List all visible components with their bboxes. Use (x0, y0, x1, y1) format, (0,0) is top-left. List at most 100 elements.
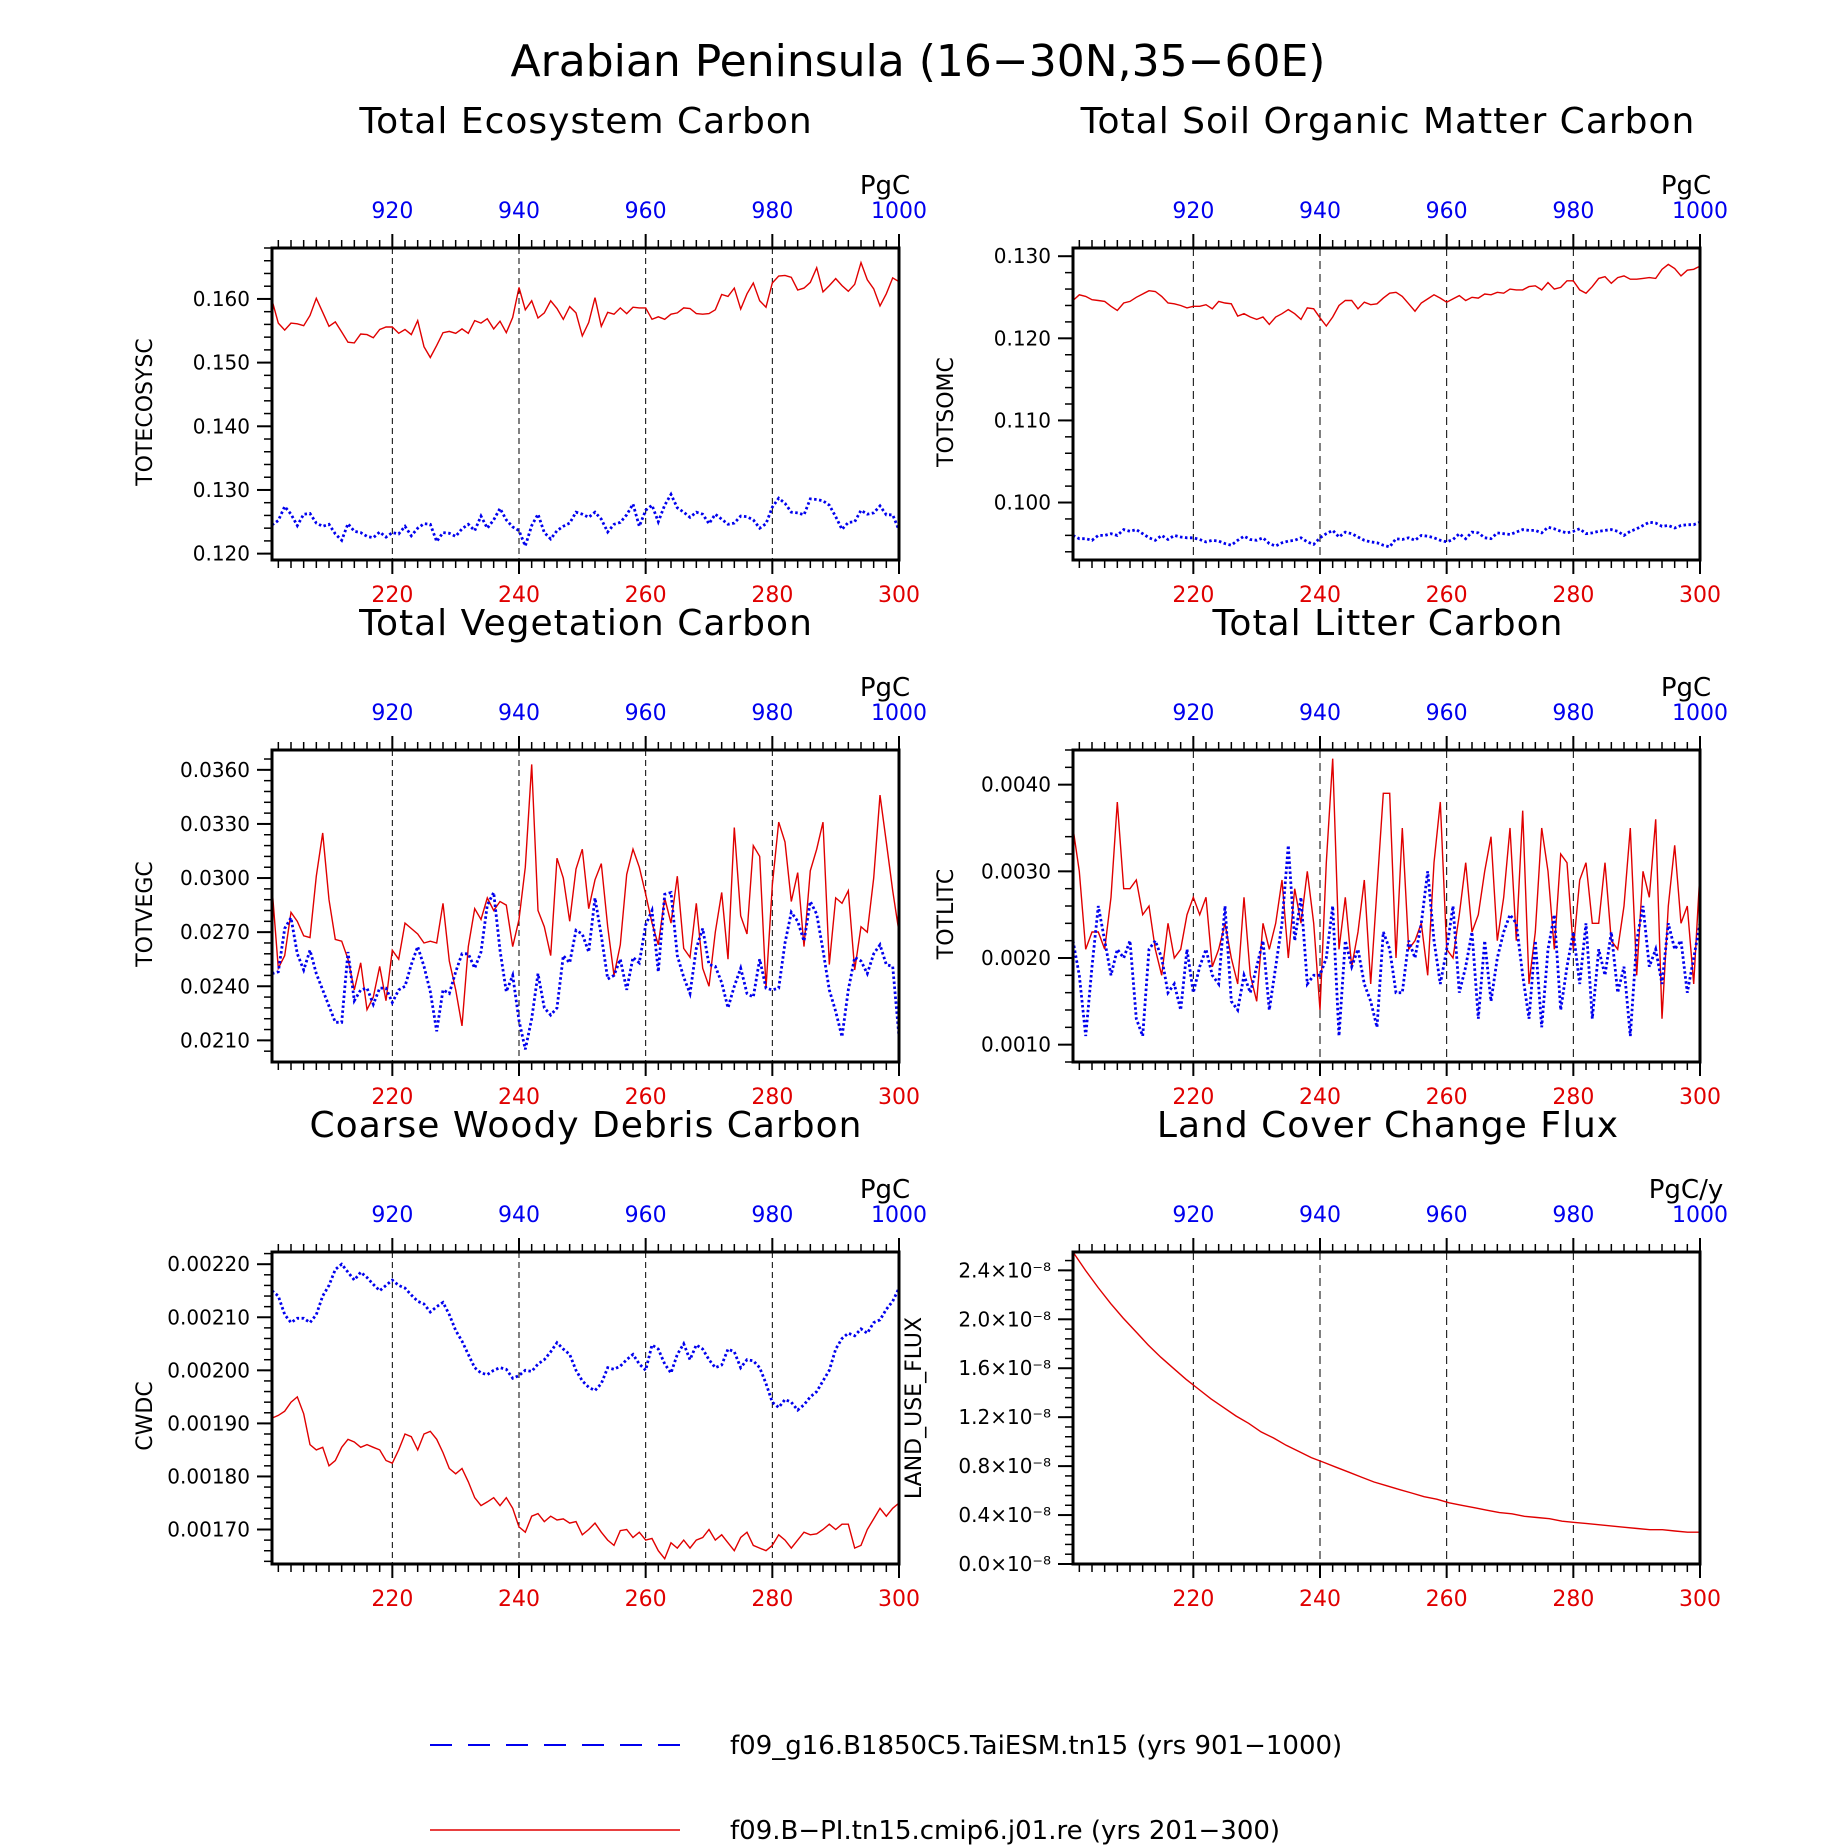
x-tick-label-bottom: 280 (1552, 583, 1594, 608)
series-line-run-b (1072, 263, 1701, 328)
x-tick-label-bottom: 220 (371, 1085, 413, 1110)
series-line-run-a (271, 1262, 901, 1413)
y-tick-label: 0.00200 (167, 1358, 250, 1382)
x-tick-label-bottom: 260 (1426, 1085, 1468, 1110)
panel-6: Land Cover Change Flux PgC/y 220 920 240 940 2… (902, 1105, 1728, 1612)
x-tick-label-bottom: 260 (625, 1085, 667, 1110)
x-tick-label-bottom: 280 (1552, 1587, 1594, 1612)
series-line-run-a (1072, 520, 1701, 549)
x-tick-label-bottom: 280 (751, 1587, 793, 1612)
y-tick-label: 0.150 (193, 351, 250, 375)
y-tick-label: 0.0300 (180, 866, 250, 890)
y-tick-label: 0.140 (193, 414, 250, 438)
x-tick-label-top: 1000 (871, 1203, 927, 1228)
y-tick-label: 0.130 (994, 244, 1051, 268)
x-tick-label-top: 940 (1299, 199, 1341, 224)
y-tick-label: 0.120 (193, 542, 250, 566)
unit-label: PgC (1661, 673, 1711, 703)
x-tick-label-bottom: 220 (371, 583, 413, 608)
y-tick-label: 0.0360 (180, 758, 250, 782)
x-tick-label-top: 1000 (1672, 701, 1728, 726)
legend-label-run-b: f09.B−PI.tn15.cmip6.j01.re (yrs 201−300) (730, 1816, 1280, 1846)
x-tick-label-top: 1000 (871, 199, 927, 224)
x-tick-label-top: 920 (1172, 199, 1214, 224)
x-tick-label-top: 1000 (871, 701, 927, 726)
panel-title: Total Soil Organic Matter Carbon (1080, 101, 1696, 142)
series-line-run-b (271, 1395, 900, 1561)
y-tick-label: 0.0330 (180, 812, 250, 836)
y-tick-label: 0.00170 (167, 1518, 250, 1542)
y-axis-label: TOTECOSYSC (133, 338, 158, 487)
plot-frame (1071, 1250, 1702, 1566)
panel-title: Total Ecosystem Carbon (358, 101, 812, 142)
x-tick-label-top: 920 (1172, 1203, 1214, 1228)
figure-title: Arabian Peninsula (16−30N,35−60E) (511, 36, 1326, 87)
y-tick-label: 1.6×10⁻⁸ (958, 1356, 1051, 1380)
y-tick-label: 0.130 (193, 478, 250, 502)
x-tick-label-top: 980 (751, 701, 793, 726)
x-tick-label-top: 960 (625, 199, 667, 224)
y-tick-label: 0.00180 (167, 1464, 250, 1488)
x-tick-label-bottom: 260 (1426, 1587, 1468, 1612)
unit-label: PgC (860, 1175, 910, 1205)
unit-label: PgC/y (1649, 1175, 1723, 1205)
series-line-run-a (271, 887, 901, 1050)
x-tick-label-top: 940 (1299, 1203, 1341, 1228)
x-tick-label-bottom: 300 (878, 583, 920, 608)
x-tick-label-bottom: 260 (625, 583, 667, 608)
plot-frame (270, 748, 901, 1064)
y-tick-label: 2.0×10⁻⁸ (958, 1307, 1051, 1331)
x-tick-label-top: 920 (371, 701, 413, 726)
x-tick-label-bottom: 300 (878, 1085, 920, 1110)
y-tick-label: 0.00220 (167, 1252, 250, 1276)
x-tick-label-top: 960 (1426, 701, 1468, 726)
unit-label: PgC (860, 171, 910, 201)
x-tick-label-top: 920 (1172, 701, 1214, 726)
y-tick-label: 0.100 (994, 491, 1051, 515)
y-tick-label: 0.0040 (981, 773, 1051, 797)
y-tick-label: 0.00190 (167, 1411, 250, 1435)
y-tick-label: 0.00210 (167, 1305, 250, 1329)
panel-1: Total Ecosystem Carbon PgC 220 920 240 940 260… (133, 101, 927, 608)
x-tick-label-top: 980 (1552, 701, 1594, 726)
x-tick-label-top: 960 (1426, 1203, 1468, 1228)
x-tick-label-top: 940 (498, 701, 540, 726)
y-tick-label: 2.4×10⁻⁸ (958, 1258, 1051, 1282)
x-tick-label-bottom: 300 (1679, 1085, 1721, 1110)
panel-5: Coarse Woody Debris Carbon PgC 220 920 240 94… (133, 1105, 927, 1612)
panel-title: Coarse Woody Debris Carbon (310, 1105, 863, 1146)
unit-label: PgC (1661, 171, 1711, 201)
y-tick-label: 0.0010 (981, 1033, 1051, 1057)
x-tick-label-top: 1000 (1672, 1203, 1728, 1228)
x-tick-label-bottom: 220 (1172, 1587, 1214, 1612)
unit-label: PgC (860, 673, 910, 703)
x-tick-label-top: 980 (1552, 1203, 1594, 1228)
y-tick-label: 0.0020 (981, 946, 1051, 970)
x-tick-label-top: 940 (498, 1203, 540, 1228)
x-tick-label-bottom: 280 (1552, 1085, 1594, 1110)
y-axis-label: LAND_USE_FLUX (902, 1317, 927, 1499)
x-tick-label-bottom: 240 (1299, 583, 1341, 608)
x-tick-label-top: 1000 (1672, 199, 1728, 224)
panel-title: Total Litter Carbon (1212, 603, 1564, 644)
y-tick-label: 0.0030 (981, 859, 1051, 883)
series-line-run-b (271, 260, 900, 359)
x-tick-label-top: 980 (751, 1203, 793, 1228)
series-line-run-a (1071, 845, 1702, 1037)
x-tick-label-bottom: 220 (371, 1587, 413, 1612)
x-tick-label-bottom: 240 (498, 583, 540, 608)
plot-frame (270, 1250, 901, 1566)
y-tick-label: 0.0×10⁻⁸ (958, 1552, 1051, 1576)
x-tick-label-bottom: 240 (498, 1587, 540, 1612)
series-line-run-b (1072, 1251, 1700, 1533)
x-tick-label-top: 940 (498, 199, 540, 224)
plot-frame (270, 246, 901, 562)
x-tick-label-top: 940 (1299, 701, 1341, 726)
x-tick-label-bottom: 300 (878, 1587, 920, 1612)
x-tick-label-bottom: 220 (1172, 583, 1214, 608)
legend-label-run-a: f09_g16.B1850C5.TaiESM.tn15 (yrs 901−100… (730, 1731, 1342, 1761)
series-line-run-a (271, 491, 901, 551)
panel-2: Total Soil Organic Matter Carbon PgC 220 92… (934, 101, 1728, 608)
x-tick-label-top: 980 (751, 199, 793, 224)
